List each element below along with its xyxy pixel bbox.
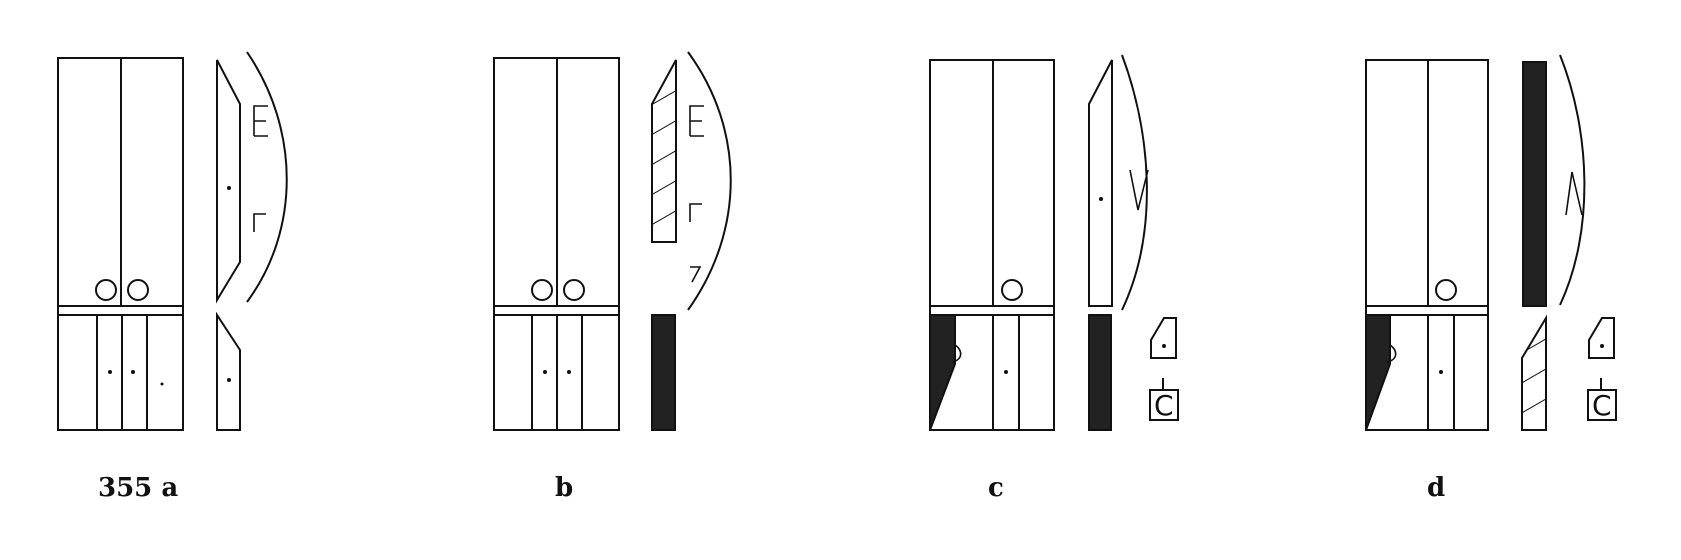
dark-door-c (929, 314, 956, 431)
panel-b: b (493, 51, 732, 503)
dark-panel-d (1522, 61, 1547, 307)
c-symbol-c: C (1154, 389, 1174, 422)
dark-panel-c (1088, 314, 1112, 431)
wardrobe-front-d (1365, 59, 1489, 431)
small-part-d (1588, 317, 1615, 359)
c-symbol-d: C (1592, 389, 1612, 422)
wardrobe-front-a (57, 57, 184, 431)
side-view-a (216, 51, 288, 431)
side-view-c: C (1088, 54, 1179, 431)
dark-panel-b (651, 314, 676, 431)
side-view-d: C (1521, 54, 1617, 431)
knob-right-a (127, 279, 149, 301)
knob-right-b (563, 279, 585, 301)
panel-d: C d (1365, 54, 1617, 503)
small-part-c (1150, 317, 1177, 359)
label-c: c (988, 473, 1004, 503)
label-d: d (1427, 473, 1445, 503)
label-a: 355 a (98, 473, 178, 503)
c-symbol-box-d (1587, 389, 1617, 421)
knob-d (1435, 279, 1457, 301)
wardrobe-front-c (929, 59, 1055, 431)
side-view-b (651, 51, 732, 431)
panel-a: 355 a (57, 51, 288, 503)
c-symbol-box-c (1149, 389, 1179, 421)
panel-c: C c (929, 54, 1179, 503)
label-b: b (555, 473, 573, 503)
knob-left-b (531, 279, 553, 301)
dark-door-d (1365, 314, 1391, 431)
knob-c (1001, 279, 1023, 301)
knob-left-a (95, 279, 117, 301)
wardrobe-front-b (493, 57, 620, 431)
